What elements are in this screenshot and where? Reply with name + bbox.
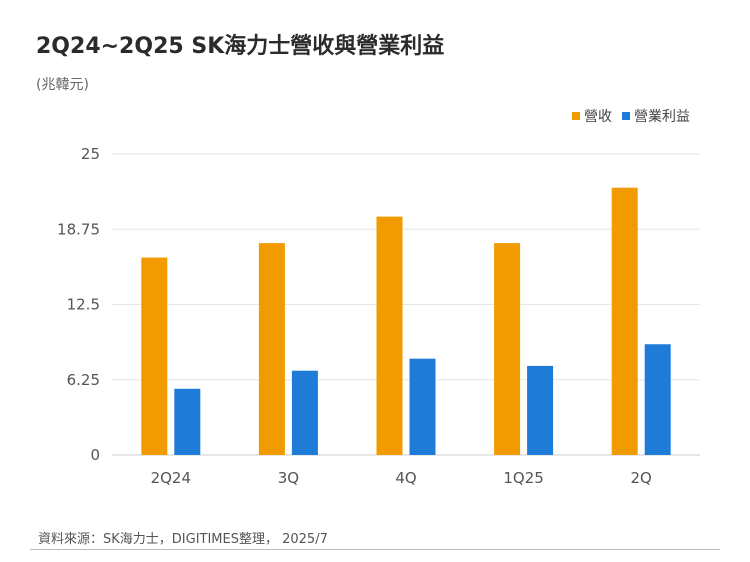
bar-operating-profit: [174, 388, 201, 455]
legend-item-revenue: 營收: [572, 106, 612, 126]
bar-operating-profit: [527, 365, 554, 455]
y-tick-label: 0: [90, 446, 100, 464]
bar-operating-profit: [409, 358, 436, 455]
footer-divider: [30, 549, 720, 550]
bar-operating-profit: [291, 370, 318, 455]
bar-revenue: [258, 243, 285, 455]
unit-label: (兆韓元): [36, 77, 89, 93]
y-tick-label: 25: [81, 145, 100, 163]
legend-swatch-revenue: [572, 112, 580, 120]
legend-label-operating-profit: 營業利益: [634, 109, 690, 125]
x-tick-label: 3Q: [278, 469, 299, 487]
bar-revenue: [141, 257, 168, 455]
y-tick-label: 6.25: [67, 371, 100, 389]
y-tick-label: 12.5: [67, 296, 100, 314]
x-tick-label: 2Q: [631, 469, 652, 487]
bar-revenue: [376, 216, 403, 455]
legend-label-revenue: 營收: [584, 109, 612, 125]
bar-revenue: [611, 187, 638, 455]
bar-revenue: [494, 243, 521, 455]
x-tick-label: 2Q24: [151, 469, 191, 487]
legend: 營收 營業利益: [562, 106, 690, 126]
bar-operating-profit: [644, 344, 671, 455]
source-note: 資料來源：SK海力士，DIGITIMES整理， 2025/7: [38, 532, 328, 547]
legend-swatch-operating-profit: [622, 112, 630, 120]
x-tick-label: 1Q25: [503, 469, 543, 487]
x-tick-label: 4Q: [395, 469, 416, 487]
legend-item-operating-profit: 營業利益: [622, 106, 690, 126]
y-tick-label: 18.75: [57, 220, 100, 238]
chart-title: 2Q24~2Q25 SK海力士營收與營業利益: [36, 34, 445, 59]
